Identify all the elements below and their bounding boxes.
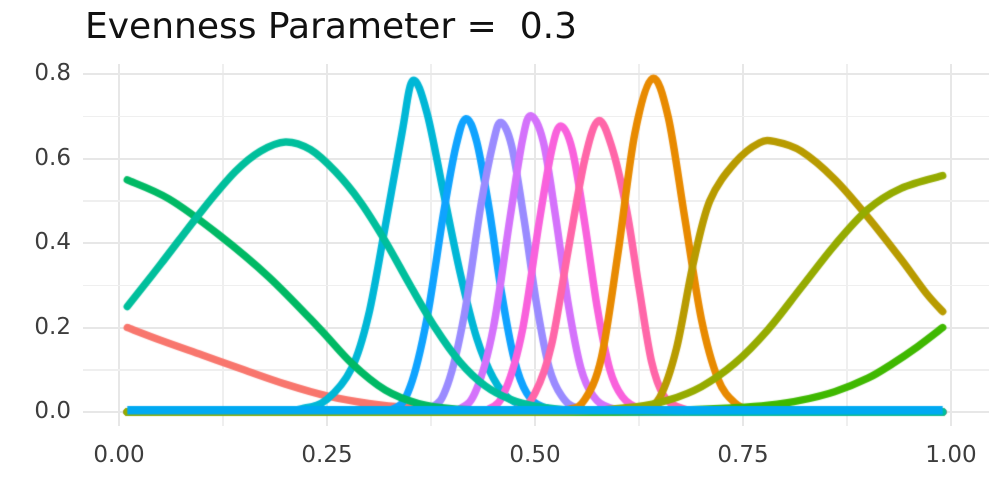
- x-tick-label: 0.00: [93, 442, 145, 468]
- gridline: [83, 411, 989, 413]
- gridline: [742, 64, 744, 426]
- gridline: [846, 64, 848, 426]
- gridline: [118, 64, 120, 426]
- x-tick-label: 0.50: [509, 442, 561, 468]
- gridline: [83, 284, 989, 287]
- gridline: [83, 200, 989, 202]
- gridline: [534, 64, 536, 426]
- gridline: [222, 64, 224, 426]
- y-tick-label: 0.4: [34, 229, 71, 256]
- x-tick-label: 1.00: [925, 442, 977, 468]
- gridline: [326, 64, 328, 426]
- gridline: [83, 369, 989, 371]
- y-tick-label: 0.8: [34, 60, 71, 87]
- y-tick-label: 0.0: [34, 398, 71, 424]
- gridline: [638, 64, 640, 426]
- gridline: [83, 326, 989, 329]
- gridline: [83, 157, 989, 160]
- chart-title: Evenness Parameter = 0.3: [85, 6, 577, 47]
- x-tick-label: 0.75: [717, 442, 769, 468]
- gridline: [430, 64, 432, 426]
- x-tick-label: 0.25: [301, 442, 353, 468]
- gridline: [83, 115, 989, 118]
- gridline: [83, 242, 989, 245]
- y-tick-label: 0.6: [34, 144, 71, 171]
- gridline: [83, 73, 989, 76]
- gridline: [950, 64, 952, 426]
- y-tick-label: 0.2: [34, 313, 71, 340]
